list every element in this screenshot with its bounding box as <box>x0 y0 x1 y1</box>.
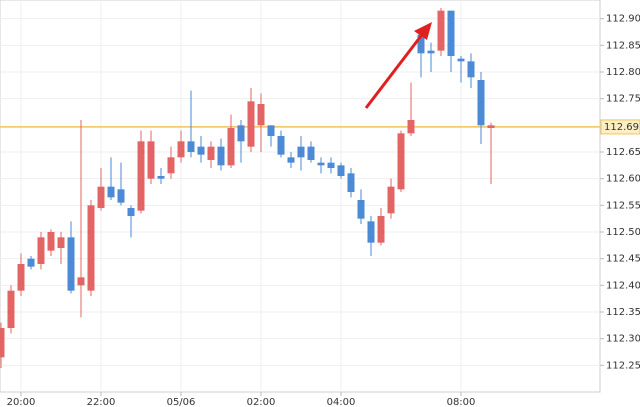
y-tick-label: 112.400 <box>606 280 640 291</box>
candle-body <box>317 162 325 166</box>
y-tick-label: 112.550 <box>606 200 640 211</box>
x-tick-label: 08:00 <box>447 397 476 407</box>
candle-body <box>297 146 305 158</box>
plot-area <box>0 0 601 393</box>
candle-body <box>307 146 315 160</box>
candle-body <box>427 50 435 54</box>
candle-body <box>407 120 415 134</box>
y-tick-label: 112.650 <box>606 147 640 158</box>
candle-body <box>157 176 165 179</box>
candle-body <box>397 133 405 190</box>
grid <box>0 0 600 392</box>
x-tick-label: 02:00 <box>247 397 276 407</box>
candle-body <box>377 216 385 243</box>
candle-body <box>27 258 35 267</box>
candle-body <box>177 141 185 158</box>
candle-body <box>417 34 425 54</box>
candle-body <box>187 141 195 152</box>
candle-body <box>67 237 75 291</box>
candle-body <box>127 208 135 216</box>
annotation-arrow <box>364 22 432 109</box>
candle-body <box>87 205 95 291</box>
y-tick-label: 112.800 <box>606 67 640 78</box>
candle-body <box>447 10 455 56</box>
candle-body <box>37 237 45 264</box>
axes: 112.250 112.300 112.350 112.400 112.450 112.5… <box>7 14 640 407</box>
candle-body <box>457 58 465 62</box>
candle-body <box>147 141 155 179</box>
candle-body <box>207 146 215 160</box>
candle-body <box>137 141 145 211</box>
current-price-label: 112.697 <box>604 122 640 133</box>
candle-body <box>97 186 105 208</box>
candle-body <box>237 125 245 142</box>
y-tick-label: 112.750 <box>606 94 640 105</box>
candle-body <box>77 277 85 286</box>
candle-body <box>257 104 265 126</box>
candle-body <box>347 173 355 192</box>
y-tick-label: 112.600 <box>606 174 640 185</box>
moving-averages <box>0 126 600 128</box>
candle-body <box>247 101 255 147</box>
candle-body <box>227 128 235 166</box>
candle-body <box>267 125 275 136</box>
candle-body <box>217 146 225 166</box>
candle-body <box>197 146 205 155</box>
candle-body <box>107 186 115 198</box>
candle-body <box>7 290 15 328</box>
candle-body <box>437 10 445 51</box>
candle-body <box>287 157 295 163</box>
candle-body <box>17 264 25 291</box>
x-tick-label: 05/06 <box>167 397 196 407</box>
candle-body <box>367 221 375 243</box>
y-tick-label: 112.900 <box>606 14 640 25</box>
candle-body <box>337 165 345 176</box>
candle-body <box>467 61 475 78</box>
x-tick-label: 22:00 <box>87 397 116 407</box>
candle-body <box>357 200 365 219</box>
candle-body <box>0 328 5 358</box>
candles <box>0 8 495 368</box>
current-price-box <box>600 119 640 135</box>
candle-body <box>387 186 395 214</box>
x-tick-label: 04:00 <box>327 397 356 407</box>
candle-body <box>277 136 285 155</box>
candle-body <box>57 237 65 248</box>
candle-body <box>117 189 125 203</box>
candle-body <box>477 80 485 126</box>
x-tick-label: 20:00 <box>7 397 36 407</box>
candle-body <box>327 162 335 168</box>
y-tick-label: 112.850 <box>606 40 640 51</box>
y-tick-label: 112.300 <box>606 334 640 345</box>
y-tick-label: 112.450 <box>606 254 640 265</box>
y-tick-label: 112.350 <box>606 307 640 318</box>
candle-body <box>487 125 495 128</box>
y-tick-label: 112.500 <box>606 227 640 238</box>
candle-body <box>167 157 175 174</box>
y-tick-label: 112.250 <box>606 360 640 371</box>
candle-body <box>47 232 55 251</box>
